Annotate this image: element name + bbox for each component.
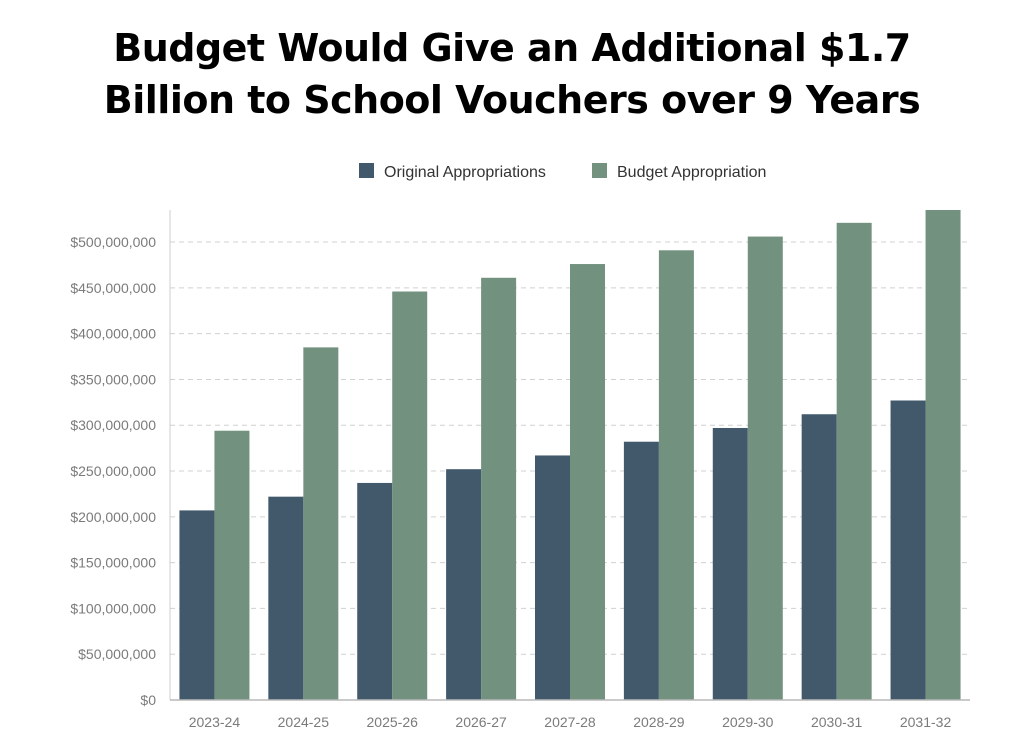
y-tick-label: $50,000,000 (78, 646, 156, 662)
x-tick-label: 2031-32 (900, 714, 952, 730)
bar-original-2030-31 (801, 414, 837, 700)
bar-original-2028-29 (623, 441, 659, 700)
bar-original-2023-24 (179, 510, 215, 700)
x-tick-label: 2025-26 (367, 714, 419, 730)
bar-budget-2027-28 (570, 264, 605, 700)
x-axis: 2023-24 2024-25 2025-26 2026-27 2027-28 2028-… (170, 699, 970, 730)
bar-budget-2028-29 (658, 250, 694, 700)
bar-original-2025-26 (357, 482, 393, 700)
x-tick-label: 2029-30 (722, 714, 774, 730)
legend-label-original: Original Appropriations (384, 164, 546, 181)
y-tick-label: $350,000,000 (70, 371, 156, 387)
y-tick-label: $450,000,000 (70, 280, 156, 296)
bar-budget-2030-31 (836, 222, 872, 700)
x-tick-label: 2027-28 (544, 714, 596, 730)
y-tick-label: $200,000,000 (70, 509, 156, 525)
chart-title-line-1: Budget Would Give an Additional $1.7 (113, 26, 911, 70)
bar-budget-2026-27 (481, 277, 517, 700)
legend: Original Appropriations Budget Appropriat… (359, 163, 766, 181)
chart-title-line-2: Billion to School Vouchers over 9 Years (103, 78, 921, 122)
y-tick-label: $0 (140, 692, 156, 708)
x-tick-label: 2024-25 (278, 714, 330, 730)
bars (179, 210, 961, 701)
x-tick-label: 2030-31 (811, 714, 863, 730)
bar-budget-2024-25 (303, 347, 339, 700)
y-tick-label: $250,000,000 (70, 463, 156, 479)
x-tick-label: 2023-24 (189, 714, 241, 730)
legend-swatch-budget (592, 163, 607, 178)
bar-budget-2029-30 (747, 236, 783, 701)
bar-original-2024-25 (268, 496, 304, 700)
bar-budget-2023-24 (214, 430, 250, 700)
bar-original-2031-32 (890, 400, 926, 700)
y-tick-label: $500,000,000 (70, 234, 156, 250)
bar-original-2029-30 (712, 427, 748, 700)
y-tick-label: $150,000,000 (70, 555, 156, 571)
y-tick-label: $100,000,000 (70, 600, 156, 616)
y-tick-label: $400,000,000 (70, 326, 156, 342)
x-tick-label: 2028-29 (633, 714, 685, 730)
y-axis: $0 $50,000,000 $100,000,000 $150,000,000 $20… (70, 210, 171, 708)
legend-swatch-original (359, 163, 374, 178)
x-tick-label: 2026-27 (455, 714, 507, 730)
bar-budget-2025-26 (392, 291, 428, 700)
bar-budget-2031-32 (925, 210, 961, 700)
bar-original-2027-28 (535, 455, 570, 700)
y-tick-label: $300,000,000 (70, 417, 156, 433)
chart-title: Budget Would Give an Additional $1.7 Bil… (0, 22, 1024, 126)
legend-label-budget: Budget Appropriation (617, 164, 766, 181)
bar-original-2026-27 (446, 469, 482, 700)
